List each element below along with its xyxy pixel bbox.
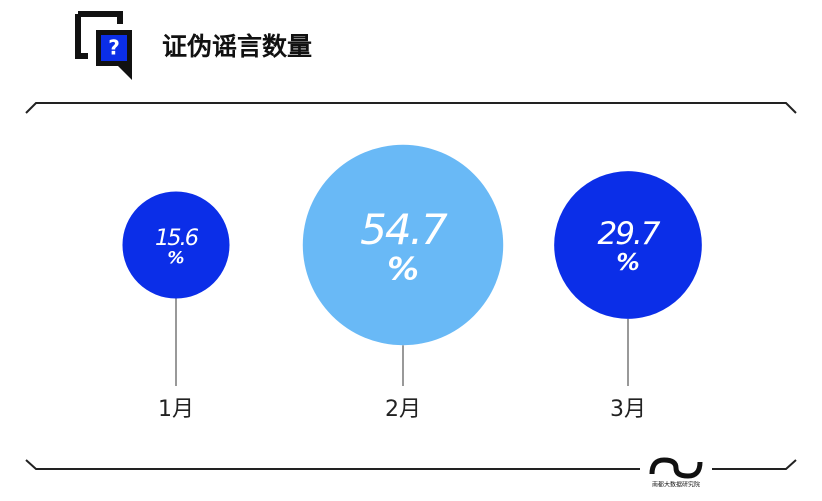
bubble (302, 144, 504, 346)
bottom-frame (25, 459, 797, 470)
icon-tail (118, 66, 132, 80)
chart-title: 证伪谣言数量 (162, 32, 312, 61)
bubble (122, 191, 230, 299)
logo (649, 457, 703, 479)
value-unit: % (387, 251, 419, 287)
icon-inner (101, 35, 127, 61)
value-unit: % (168, 247, 185, 267)
category-label: 1月 (158, 397, 194, 422)
top-frame (25, 102, 797, 114)
value-label: 54.7 (360, 205, 448, 254)
value-label: 15.6 (155, 225, 199, 251)
bubble (554, 171, 702, 319)
title-icon: ? (75, 11, 132, 80)
category-label: 2月 (385, 397, 421, 422)
value-unit: % (616, 249, 639, 276)
icon-text: ? (108, 36, 120, 60)
value-label: 29.7 (597, 216, 660, 252)
category-label: 3月 (610, 397, 646, 422)
icon-frame (75, 11, 123, 59)
brand: 南都大数据研究院 (652, 481, 700, 489)
